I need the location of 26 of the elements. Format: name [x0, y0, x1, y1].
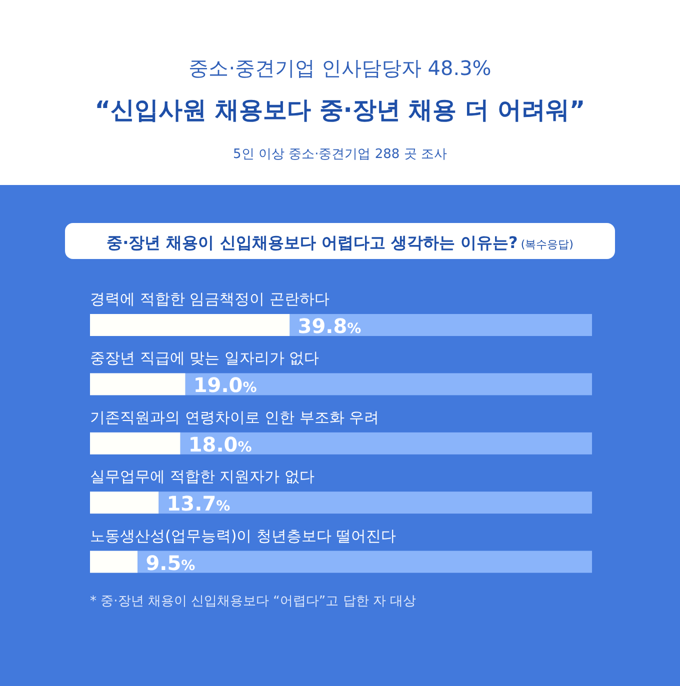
data-label: 18.0% — [188, 432, 252, 456]
bar — [90, 314, 290, 336]
data-label: 13.7% — [166, 492, 230, 516]
bar — [138, 550, 592, 573]
text: 중·장년 채용이 신입채용보다 어렵다고 생각하는 이유는? — [106, 233, 518, 252]
y-tick-label: 중장년 직급에 맞는 일자리가 없다 — [90, 349, 320, 368]
bar — [180, 432, 592, 454]
bar — [90, 432, 180, 454]
text: (복수응답) — [520, 238, 574, 251]
text: * 중·장년 채용이 신입채용보다 “어렵다”고 답한 자 대상 — [90, 594, 416, 609]
bar — [90, 373, 186, 396]
bar — [90, 550, 138, 573]
y-tick-label: 경력에 적합한 임금책정이 곤란하다 — [90, 290, 330, 308]
y-tick-label: 실무업무에 적합한 지원자가 없다 — [90, 468, 314, 486]
chart-subtitle: 5인 이상 중소·중견기업 288 곳 조사 — [233, 147, 447, 162]
bar — [90, 492, 159, 514]
y-tick-label: 기존직원과의 연령차이로 인한 부조화 우려 — [90, 408, 380, 426]
bar — [158, 492, 592, 514]
y-tick-label: 노동생산성(업무능력)이 청년층보다 떨어진다 — [90, 526, 396, 545]
data-label: 39.8% — [298, 314, 362, 338]
chart-title: “신입사원 채용보다 중·장년 채용 더 어려워” — [94, 96, 586, 124]
bar — [290, 314, 592, 336]
text: 중소·중견기업 인사담당자 48.3% — [188, 56, 492, 80]
data-label: 9.5% — [146, 550, 196, 575]
bar — [185, 373, 592, 396]
data-label: 19.0% — [193, 373, 257, 398]
